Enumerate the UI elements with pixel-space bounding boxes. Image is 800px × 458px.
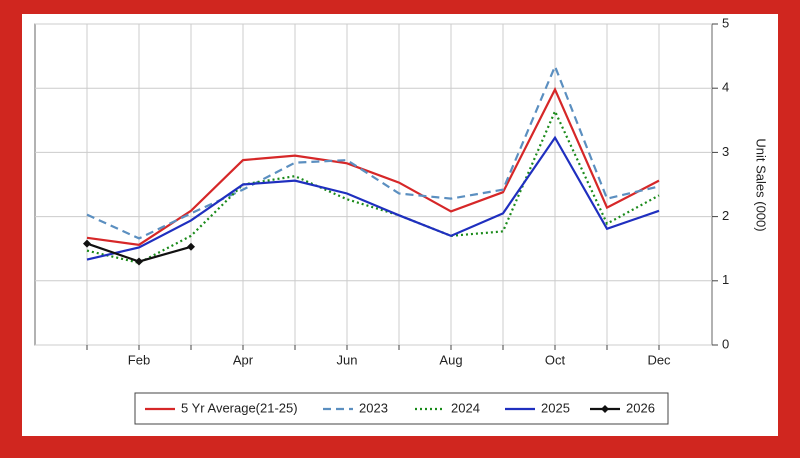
series-line [86, 135, 660, 261]
y-tick-label: 3 [722, 144, 729, 159]
legend-marker [601, 405, 609, 413]
y-tick-label: 2 [722, 208, 729, 223]
x-tick-label: Jun [337, 352, 358, 367]
y-tick-label: 1 [722, 272, 729, 287]
chart-background [22, 14, 778, 436]
series-line [86, 108, 660, 264]
y-axis-label: Unit Sales (000) [754, 138, 769, 231]
legend-box [134, 392, 669, 425]
legend-label: 2024 [451, 400, 480, 415]
point-marker [187, 242, 195, 251]
point-marker [135, 257, 143, 266]
series-line [86, 63, 660, 240]
y-tick-label: 4 [722, 80, 729, 95]
legend-label: 2025 [541, 400, 570, 415]
x-tick-label: Aug [439, 352, 462, 367]
legend-label: 2026 [626, 400, 655, 415]
legend-label: 2023 [359, 400, 388, 415]
point-marker [83, 239, 91, 248]
y-tick-label: 0 [722, 336, 729, 351]
y-tick-label: 5 [722, 15, 729, 30]
legend-label: 5 Yr Average(21-25) [181, 400, 298, 415]
x-tick-label: Apr [233, 352, 254, 367]
x-tick-label: Oct [545, 352, 566, 367]
x-tick-label: Dec [647, 352, 671, 367]
x-tick-label: Feb [128, 352, 150, 367]
